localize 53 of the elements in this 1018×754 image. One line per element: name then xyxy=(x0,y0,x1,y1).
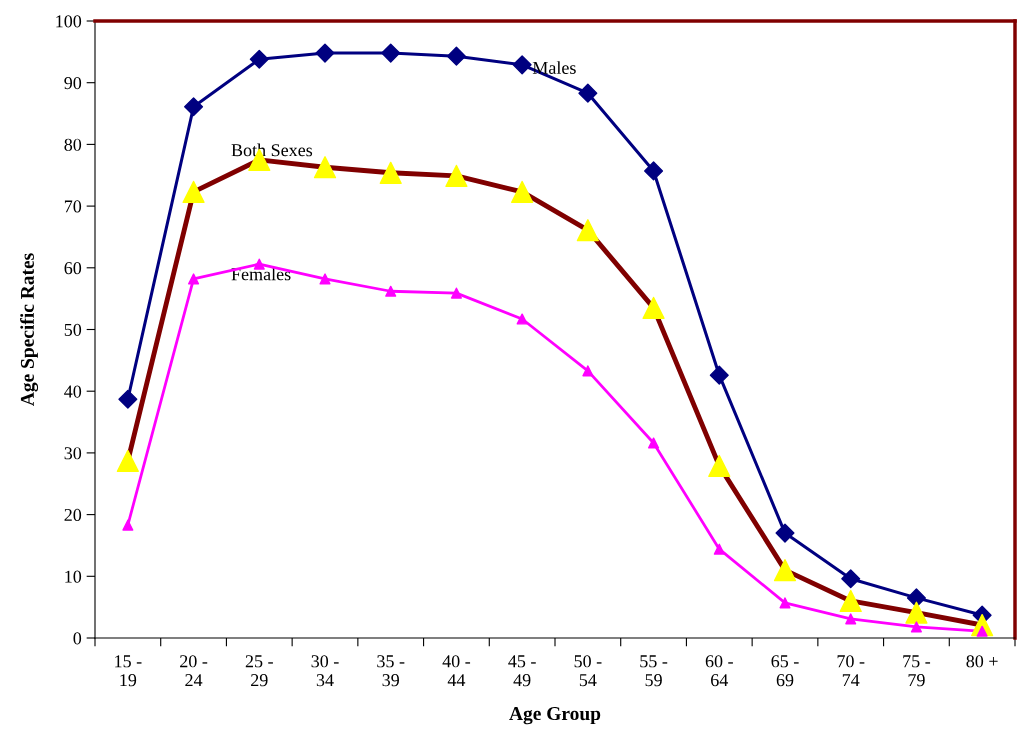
x-tick-label: 20 - 24 xyxy=(180,655,208,687)
point xyxy=(839,589,862,613)
y-tick-label: 50 xyxy=(64,323,82,336)
x-tick-label: 75 - 79 xyxy=(903,655,931,687)
point xyxy=(116,449,139,473)
point xyxy=(642,296,665,320)
x-tick-label: 15 - 19 xyxy=(115,655,142,687)
x-tick-label: 45 - 49 xyxy=(508,655,536,687)
point xyxy=(582,365,594,377)
point xyxy=(779,597,791,609)
point xyxy=(385,285,397,297)
point xyxy=(379,161,402,184)
point xyxy=(122,519,134,531)
y-tick-label: 80 xyxy=(64,138,82,151)
x-tick-label: 65 - 69 xyxy=(771,655,799,687)
point xyxy=(516,313,528,325)
y-tick-label: 30 xyxy=(64,447,82,460)
x-axis-title: Age Group xyxy=(509,707,601,725)
x-tick-label: 55 - 59 xyxy=(640,655,668,687)
y-tick-label: 100 xyxy=(56,15,82,28)
x-tick-label: 80 + xyxy=(966,655,998,668)
x-tick-label: 40 - 44 xyxy=(442,655,471,687)
series-label: Males xyxy=(532,61,576,74)
x-tick-label: 70 - 74 xyxy=(837,655,865,687)
point xyxy=(188,273,200,285)
point xyxy=(773,559,797,582)
y-axis-title: Age Specific Rates xyxy=(20,253,39,406)
y-tick-label: 20 xyxy=(64,508,82,522)
point xyxy=(313,156,337,179)
x-tick-label: 35 - 39 xyxy=(377,655,405,687)
point xyxy=(845,613,857,625)
y-tick-label: 70 xyxy=(64,200,82,213)
y-tick-label: 0 xyxy=(73,632,82,645)
point xyxy=(713,543,725,555)
point xyxy=(910,621,922,633)
x-tick-label: 30 - 34 xyxy=(311,655,339,687)
y-tick-label: 10 xyxy=(65,570,82,583)
point xyxy=(182,180,205,204)
y-tick-label: 90 xyxy=(64,76,82,90)
y-tick-label: 40 xyxy=(64,385,82,398)
point xyxy=(445,164,468,187)
point xyxy=(648,437,660,449)
point xyxy=(319,273,331,285)
x-tick-label: 50 - 54 xyxy=(574,655,602,687)
series-label: Females xyxy=(231,267,291,281)
point xyxy=(905,601,928,624)
x-tick-label: 25 - 29 xyxy=(245,655,273,687)
y-tick-label: 60 xyxy=(64,262,82,275)
point xyxy=(511,180,534,204)
point xyxy=(450,287,462,299)
point xyxy=(576,219,599,242)
point xyxy=(708,454,731,477)
x-tick-label: 60 - 64 xyxy=(705,655,733,687)
